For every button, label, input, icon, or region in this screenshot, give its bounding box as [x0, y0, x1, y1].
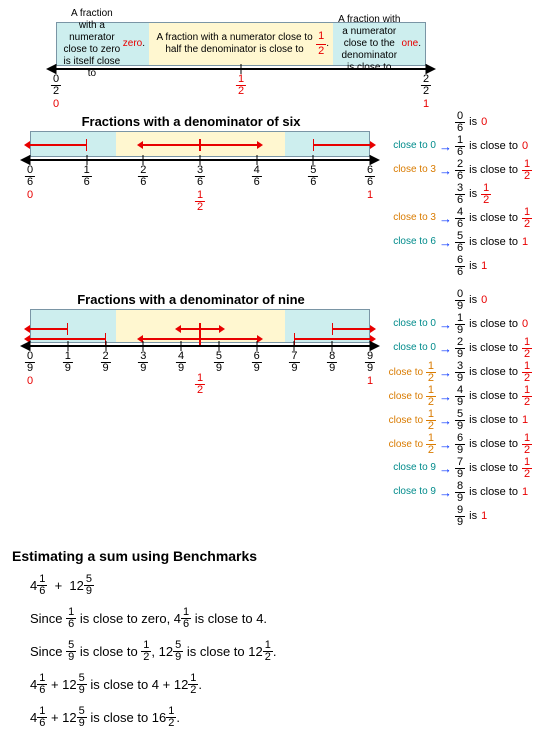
example-expr: 416 + 1259 [30, 574, 540, 597]
sidecol-ninths: →09 is 0close to 0→19 is close to 0close… [378, 288, 532, 528]
block-ninths: Fractions with a denominator of nine 090… [12, 288, 540, 528]
sidecol-sixths: →06 is 0close to 0→16 is close to 0close… [378, 110, 532, 278]
block-sixths: Fractions with a denominator of six 0601… [12, 110, 540, 278]
example-title: Estimating a sum using Benchmarks [12, 548, 540, 564]
title-sixths: Fractions with a denominator of six [12, 110, 370, 131]
title-ninths: Fractions with a denominator of nine [12, 288, 370, 309]
example-lines: Since 16 is close to zero, 416 is close … [12, 607, 540, 729]
numberline-ninths: 090192939491259697989991 [30, 309, 370, 347]
numberline-sixths: 060162636124656661 [30, 131, 370, 161]
regions: A fraction with a numerator close to zer… [56, 22, 426, 66]
axis: 02012221 [56, 68, 426, 70]
numberline-halves: A fraction with a numerator close to zer… [56, 22, 426, 70]
